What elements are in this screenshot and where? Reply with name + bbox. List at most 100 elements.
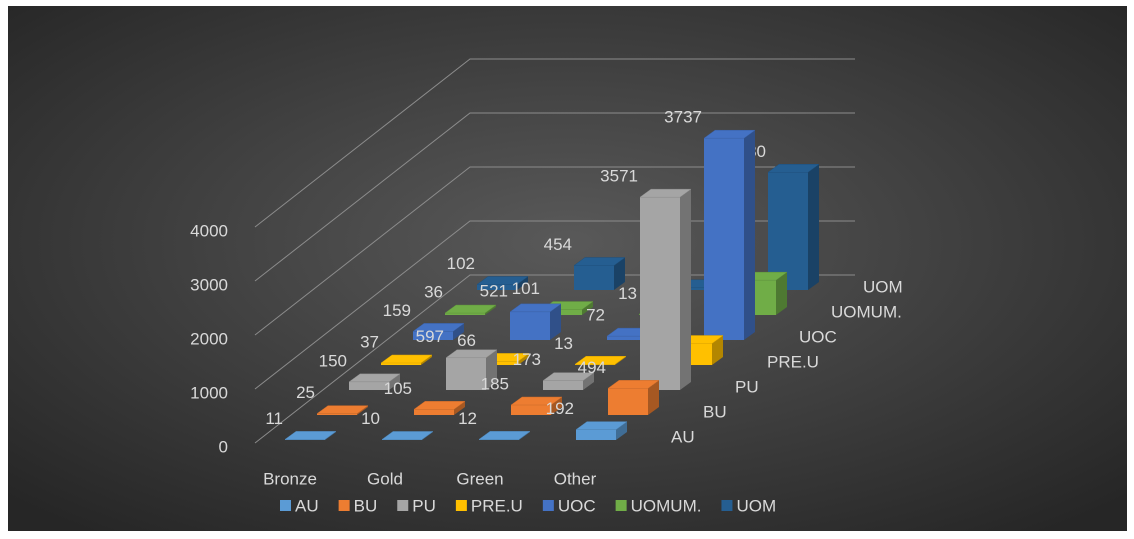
bar-side	[744, 130, 755, 340]
bar-side	[389, 373, 400, 390]
x-tick-label: Bronze	[263, 469, 317, 488]
legend-label: PRE.U	[471, 496, 523, 515]
bar-top	[639, 188, 692, 198]
x-tick-label: Other	[554, 469, 597, 488]
bar	[639, 188, 692, 390]
bar-front	[381, 363, 421, 365]
legend-label: PU	[412, 496, 436, 515]
bar	[703, 129, 756, 340]
legend-swatch	[397, 500, 409, 511]
bar-top	[381, 431, 434, 440]
grid-line	[254, 58, 855, 228]
series-label: PU	[735, 377, 759, 396]
bar-top	[445, 349, 498, 359]
bar-side	[486, 349, 497, 390]
bar	[573, 257, 626, 290]
legend-label: UOM	[736, 496, 776, 515]
bar-side	[583, 372, 594, 390]
legend-swatch	[338, 500, 350, 511]
data-label: 102	[447, 254, 475, 273]
bar	[444, 304, 497, 315]
data-label: 173	[513, 350, 541, 369]
bar	[478, 431, 531, 440]
data-label: 521	[480, 281, 508, 300]
data-label: 12	[458, 409, 477, 428]
bar-front	[317, 413, 357, 415]
bar-top	[607, 380, 660, 389]
legend-label: UOC	[558, 496, 596, 515]
bar-top	[767, 164, 820, 173]
bar	[284, 431, 337, 440]
bar-top	[380, 354, 433, 364]
bar-front	[445, 313, 485, 315]
legend-swatch	[280, 500, 291, 511]
bar-front	[542, 309, 582, 315]
legend-swatch	[542, 500, 554, 511]
data-label: 185	[481, 374, 509, 393]
bar-top	[348, 373, 401, 383]
bar-front	[413, 331, 453, 340]
data-label: 192	[546, 399, 574, 418]
data-label: 37	[360, 332, 379, 351]
bar	[445, 349, 498, 390]
bar	[767, 164, 820, 290]
data-label: 13	[618, 284, 637, 303]
legend-swatch	[455, 500, 467, 511]
data-label: 3737	[664, 108, 702, 127]
data-label: 105	[384, 379, 412, 398]
bar	[575, 421, 628, 440]
series-label: PRE.U	[767, 352, 819, 371]
bar-front	[479, 439, 519, 440]
bar-side	[454, 401, 465, 415]
y-tick-label: 2000	[190, 329, 228, 348]
bar-side	[485, 305, 496, 315]
legend-label: UOMUM.	[631, 496, 702, 515]
legend-swatch	[615, 500, 627, 511]
bar-front	[607, 336, 647, 340]
bar-top	[703, 129, 756, 139]
bar-front	[543, 380, 583, 390]
bar-front	[640, 197, 680, 390]
bar-side	[712, 335, 723, 365]
series-label: UOC	[799, 327, 837, 346]
bar-side	[648, 380, 659, 415]
data-label: 72	[586, 306, 605, 325]
bar-side	[616, 421, 627, 440]
bar-front	[478, 361, 518, 365]
bar	[510, 396, 563, 415]
bar-side	[518, 353, 529, 365]
bar-side	[357, 405, 368, 415]
bar-front	[477, 284, 517, 290]
series-label: UOMUM.	[831, 302, 902, 321]
bar-side	[421, 355, 432, 365]
bar	[607, 380, 660, 415]
y-tick-label: 3000	[190, 275, 228, 294]
data-label: 494	[578, 358, 606, 377]
bar-side	[680, 189, 691, 390]
data-label: 10	[361, 409, 380, 428]
data-label: 13	[554, 334, 573, 353]
bar-front	[704, 138, 744, 340]
bar-side	[517, 276, 528, 290]
bar-top	[574, 356, 627, 365]
bar-front	[768, 172, 808, 290]
legend-swatch	[721, 500, 733, 511]
x-tick-label: Gold	[367, 469, 403, 488]
bar-side	[582, 301, 593, 315]
grid-line	[254, 112, 855, 282]
bar-front	[446, 357, 486, 390]
bar-front	[349, 381, 389, 390]
bar-front	[574, 265, 614, 290]
bar-side	[776, 272, 787, 315]
bar-top	[573, 257, 626, 266]
bar-side	[614, 257, 625, 290]
legend-label: AU	[295, 496, 319, 515]
bar-side	[550, 303, 561, 340]
bar-side	[551, 397, 562, 415]
bar	[574, 356, 627, 365]
series-label: BU	[703, 402, 727, 421]
chart-area	[8, 6, 1127, 531]
bar	[509, 303, 562, 340]
bar-front	[511, 405, 551, 415]
